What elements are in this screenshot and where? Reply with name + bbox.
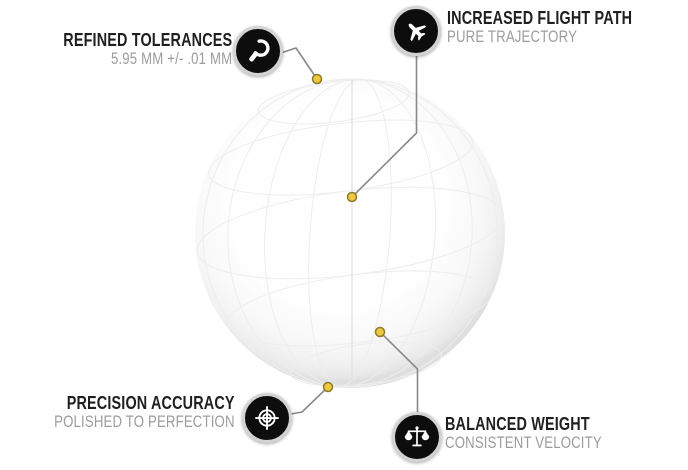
leader-line-precision-accuracy bbox=[290, 386, 329, 415]
marker-dot-increased-flight-path bbox=[346, 191, 358, 203]
callout-title: INCREASED FLIGHT PATH bbox=[447, 8, 633, 28]
micrometer-icon bbox=[233, 26, 283, 76]
airplane-icon bbox=[391, 6, 441, 56]
callout-subtitle: 5.95 MM +/- .01 MM bbox=[110, 50, 232, 69]
wireframe-longitudes bbox=[202, 78, 498, 388]
callout-subtitle: PURE TRAJECTORY bbox=[447, 28, 578, 47]
callout-title: BALANCED WEIGHT bbox=[445, 414, 590, 434]
leader-line-balanced-weight bbox=[379, 331, 419, 412]
sphere-wireframe bbox=[196, 78, 504, 388]
callout-refined-tolerances: REFINED TOLERANCES 5.95 MM +/- .01 MM bbox=[63, 31, 232, 69]
callout-balanced-weight: BALANCED WEIGHT CONSISTENT VELOCITY bbox=[445, 415, 602, 453]
leader-line-increased-flight-path bbox=[351, 55, 418, 198]
marker-dot-balanced-weight bbox=[374, 326, 386, 338]
scales-icon bbox=[392, 412, 442, 462]
marker-dot-refined-tolerances bbox=[311, 73, 323, 85]
target-icon bbox=[242, 393, 292, 443]
wireframe-latitudes bbox=[196, 79, 504, 387]
callout-title: PRECISION ACCURACY bbox=[67, 393, 235, 413]
sphere bbox=[195, 78, 505, 388]
callout-subtitle: POLISHED TO PERFECTION bbox=[54, 413, 235, 432]
callout-increased-flight-path: INCREASED FLIGHT PATH PURE TRAJECTORY bbox=[447, 9, 632, 47]
callout-precision-accuracy: PRECISION ACCURACY POLISHED TO PERFECTIO… bbox=[54, 394, 235, 432]
callout-subtitle: CONSISTENT VELOCITY bbox=[445, 434, 602, 453]
leader-line-refined-tolerances bbox=[280, 47, 318, 80]
callout-title: REFINED TOLERANCES bbox=[62, 30, 232, 50]
marker-dot-precision-accuracy bbox=[322, 381, 334, 393]
